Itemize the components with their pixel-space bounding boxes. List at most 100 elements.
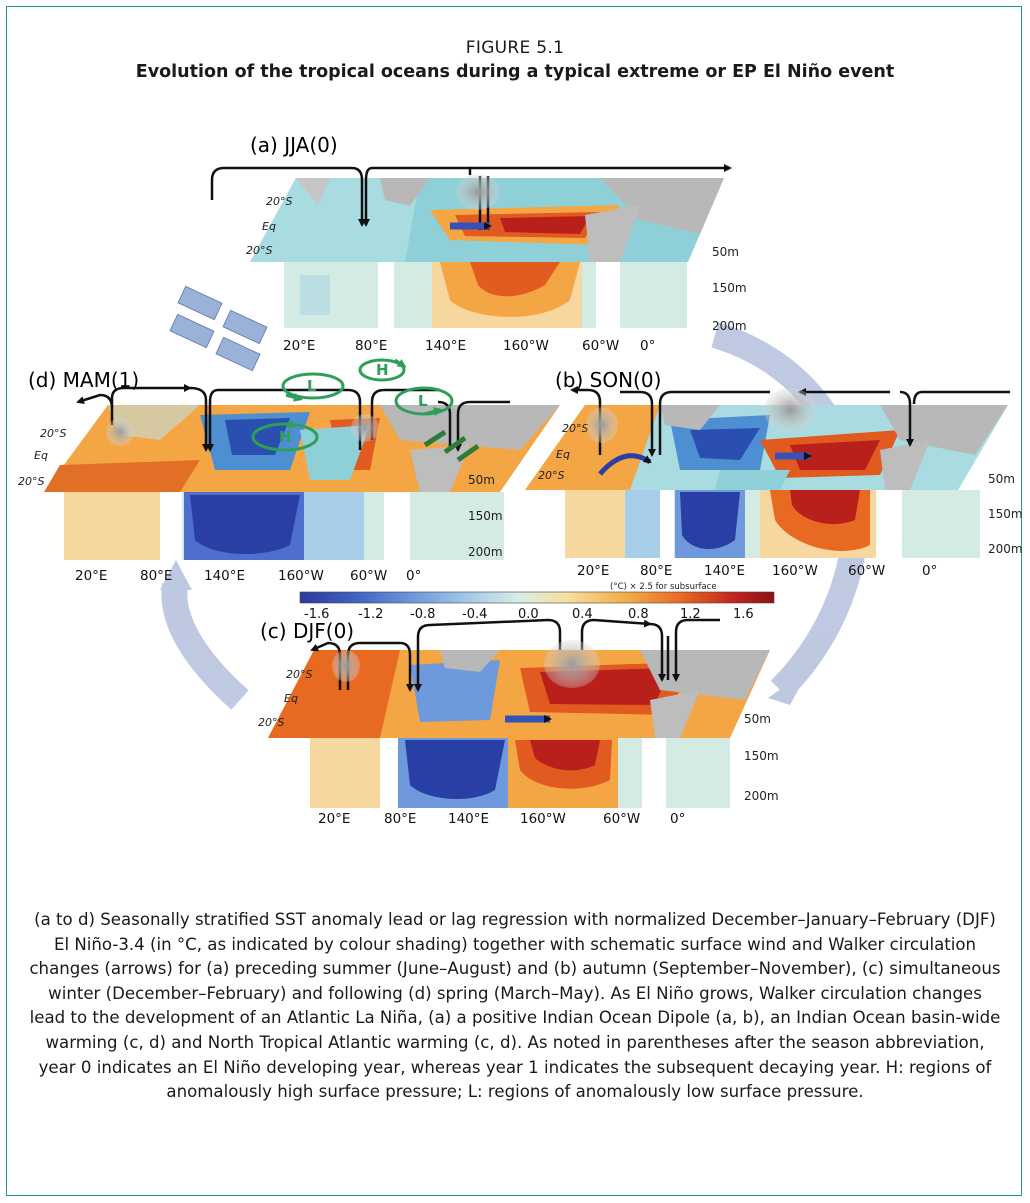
depth-label: 50m: [744, 712, 771, 726]
lon-label: 140°E: [704, 563, 745, 579]
depth-label: 50m: [468, 473, 495, 487]
panel-c-depth-labels: 50m 150m 200m: [744, 712, 779, 803]
panel-b-depth-labels: 50m 150m 200m: [988, 472, 1023, 556]
panel-b-walker-circulation: [570, 386, 1010, 457]
depth-label: 150m: [988, 507, 1023, 521]
colorbar-tick: -1.6: [304, 607, 329, 622]
lon-label: 0°: [406, 568, 421, 584]
depth-label: 200m: [468, 545, 503, 559]
panel-d-depth-labels: 50m 150m 200m: [468, 473, 503, 559]
depth-label: 200m: [988, 542, 1023, 556]
lat-label: 20°S: [538, 469, 564, 482]
lat-label: Eq: [262, 220, 276, 233]
depth-label: 150m: [468, 509, 503, 523]
depth-label: 50m: [712, 245, 739, 259]
colorbar-tick: 1.2: [680, 607, 701, 622]
lat-label: 20°S: [18, 475, 44, 488]
convection-cloud: [764, 388, 816, 432]
lon-label: 160°W: [278, 568, 324, 584]
panel-b: (b) SON(0) 20°S Eq: [525, 368, 1023, 579]
panel-b-lon-labels: 20°E 80°E 140°E 160°W 60°W 0°: [577, 563, 937, 579]
convection-cloud: [456, 174, 500, 210]
figure-frame: [6, 6, 1022, 1196]
lon-label: 20°E: [283, 338, 315, 354]
panel-c-surface: [268, 650, 770, 738]
depth-label: 150m: [712, 281, 747, 295]
lat-label: Eq: [284, 692, 298, 705]
panel-b-label: (b) SON(0): [555, 368, 661, 392]
lon-label: 140°E: [448, 811, 489, 827]
panel-d-lon-labels: 20°E 80°E 140°E 160°W 60°W 0°: [75, 568, 421, 584]
panel-a-depth-labels: 50m 150m 200m: [712, 245, 747, 333]
panel-a-label: (a) JJA(0): [250, 133, 338, 157]
colorbar-tick: 0.0: [518, 607, 539, 622]
lon-label: 160°W: [520, 811, 566, 827]
indian-ocean-wind-arrow: [598, 453, 652, 476]
lon-label: 80°E: [640, 563, 672, 579]
figure-caption: (a to d) Seasonally stratified SST anoma…: [29, 910, 1001, 1102]
lon-label: 60°W: [603, 811, 640, 827]
panel-d-walker-circulation: [76, 384, 510, 452]
panel-b-lat-labels: 20°S Eq 20°S: [538, 422, 588, 482]
panel-d-lat-labels: 20°S Eq 20°S: [18, 427, 66, 488]
pressure-label: H: [279, 428, 292, 446]
panel-c-lat-labels: 20°S Eq 20°S: [258, 668, 312, 729]
lon-label: 20°E: [318, 811, 350, 827]
colorbar-note: (°C) × 2.5 for subsurface: [610, 582, 717, 592]
colorbar-tick: 1.6: [733, 607, 754, 622]
colorbar: (°C) × 2.5 for subsurface -1.6 -1.2 -0.8…: [299, 582, 775, 622]
pressure-label: H: [376, 361, 389, 379]
panel-a-lon-labels: 20°E 80°E 140°E 160°W 60°W 0°: [283, 338, 655, 354]
lat-label: Eq: [34, 449, 48, 462]
satellite-icon: [169, 285, 268, 372]
lon-label: 20°E: [75, 568, 107, 584]
convection-cloud: [351, 414, 379, 442]
pressure-label: L: [307, 377, 317, 395]
colorbar-tick: -1.2: [358, 607, 383, 622]
convection-cloud: [332, 650, 360, 682]
colorbar-tick: 0.4: [572, 607, 593, 622]
lon-label: 0°: [670, 811, 685, 827]
lat-label: 20°S: [258, 716, 284, 729]
panel-b-surface: [525, 405, 1008, 490]
colorbar-ticks: -1.6 -1.2 -0.8 -0.4 0.0 0.4 0.8 1.2 1.6: [304, 607, 754, 622]
lon-label: 0°: [640, 338, 655, 354]
lon-label: 60°W: [582, 338, 619, 354]
lat-label: 20°S: [562, 422, 588, 435]
panel-c: (c) DJF(0) 20°S Eq 20°S: [258, 618, 779, 827]
el-nino-evolution-diagram: (a) JJA(0) 20°S Eq 20°S: [18, 133, 1023, 827]
panel-a-lat-labels: 20°S Eq 20°S: [246, 195, 292, 257]
pressure-label: L: [418, 392, 428, 410]
colorbar-tick: 0.8: [628, 607, 649, 622]
depth-label: 200m: [712, 319, 747, 333]
lon-label: 160°W: [772, 563, 818, 579]
panel-c-label: (c) DJF(0): [260, 619, 354, 643]
figure-title: Evolution of the tropical oceans during …: [135, 62, 895, 82]
lon-label: 20°E: [577, 563, 609, 579]
panel-d-subsurface: [64, 492, 504, 560]
convection-cloud: [586, 407, 618, 443]
lat-label: 20°S: [40, 427, 66, 440]
lon-label: 60°W: [350, 568, 387, 584]
panel-d: (d) MAM(1) 20°S Eq 20°S 50m: [18, 358, 560, 584]
lat-label: 20°S: [246, 244, 272, 257]
depth-label: 50m: [988, 472, 1015, 486]
panel-b-subsurface: [565, 490, 980, 558]
lon-label: 140°E: [425, 338, 466, 354]
panel-a: (a) JJA(0) 20°S Eq 20°S: [210, 133, 747, 354]
colorbar-tick: -0.4: [462, 607, 487, 622]
convection-cloud: [544, 640, 600, 688]
panel-a-subsurface: [272, 262, 687, 328]
depth-label: 200m: [744, 789, 779, 803]
panel-c-lon-labels: 20°E 80°E 140°E 160°W 60°W 0°: [318, 811, 685, 827]
lon-label: 140°E: [204, 568, 245, 584]
panel-d-pressure-labels: L H L H: [279, 361, 428, 446]
lon-label: 80°E: [384, 811, 416, 827]
lon-label: 60°W: [848, 563, 885, 579]
lon-label: 160°W: [503, 338, 549, 354]
lon-label: 0°: [922, 563, 937, 579]
lon-label: 80°E: [355, 338, 387, 354]
panel-c-subsurface: [310, 738, 730, 808]
figure-number: FIGURE 5.1: [465, 38, 565, 58]
colorbar-tick: -0.8: [410, 607, 435, 622]
